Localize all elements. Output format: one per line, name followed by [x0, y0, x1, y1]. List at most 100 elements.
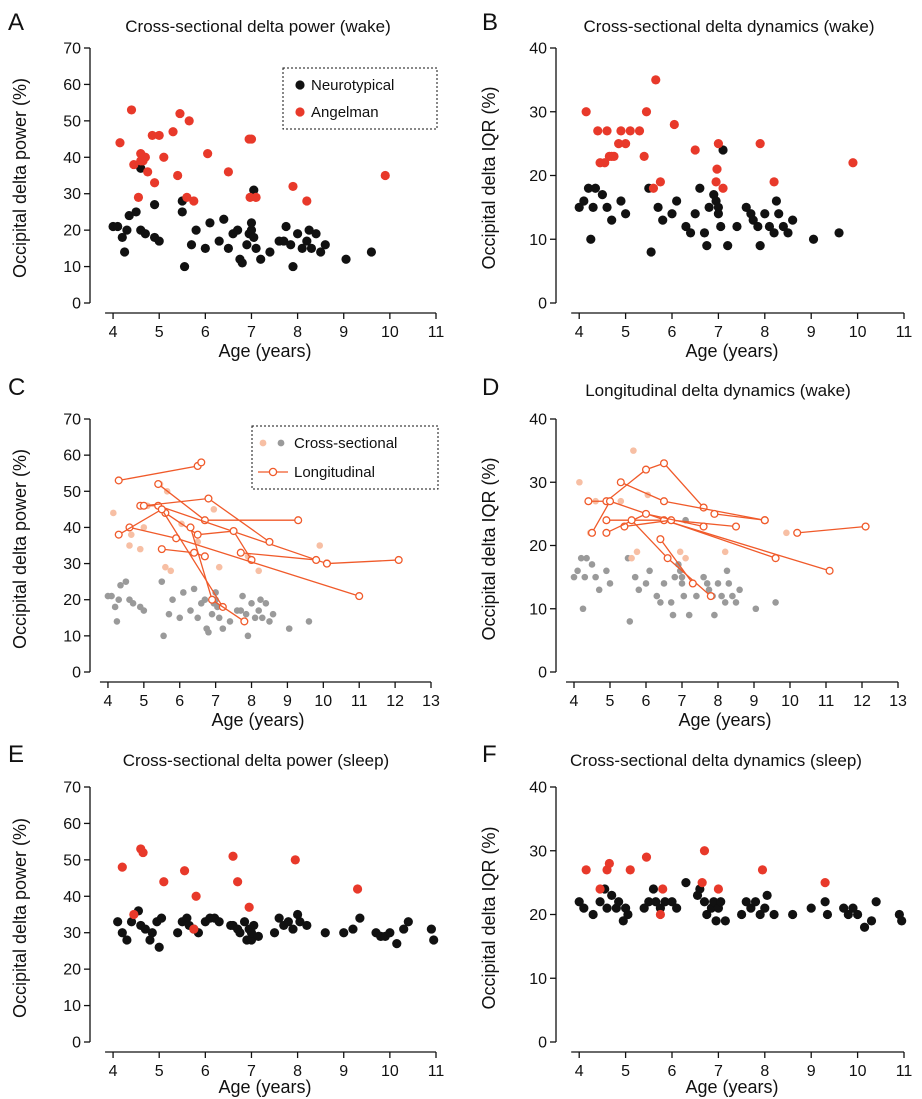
angelman-point	[651, 75, 661, 85]
neurotypical-point	[871, 897, 881, 907]
cross-sectional-point	[255, 607, 263, 614]
cross-sectional-point	[721, 599, 729, 606]
cross-sectional-angelman-point	[162, 563, 169, 571]
x-tick-label: 4	[103, 693, 112, 710]
angelman-point	[136, 149, 146, 159]
cross-sectional-point	[660, 580, 668, 587]
legend-marker-longitudinal	[268, 467, 278, 477]
panel-c-marks	[104, 458, 403, 640]
neurotypical-point	[760, 209, 770, 219]
cross-sectional-point	[122, 578, 130, 585]
neurotypical-point	[235, 928, 245, 938]
x-tick-label: 11	[428, 324, 445, 341]
angelman-point	[115, 138, 125, 148]
neurotypical-point	[279, 236, 289, 246]
neurotypical-point	[755, 241, 765, 251]
panel-d: D Longitudinal delta dynamics (wake) Occ…	[479, 374, 907, 730]
neurotypical-point	[897, 916, 907, 926]
neurotypical-point	[237, 258, 247, 268]
cross-sectional-point	[205, 628, 212, 636]
neurotypical-point	[355, 913, 365, 923]
panel-e-axes: 0 10 20 30 40 50 60 70 4 5 6 7 8 9 10 11	[63, 780, 444, 1081]
panel-letter-c: C	[8, 374, 25, 401]
longitudinal-point	[236, 548, 245, 557]
angelman-point	[126, 105, 137, 115]
neurotypical-point	[618, 916, 628, 926]
x-tick-label: 5	[621, 1063, 630, 1080]
neurotypical-point	[140, 924, 150, 934]
panel-f: F Cross-sectional delta dynamics (sleep)…	[479, 741, 912, 1097]
neurotypical-point	[186, 240, 197, 250]
cross-sectional-point	[588, 561, 596, 568]
angelman-point	[655, 177, 666, 187]
angelman-point	[621, 139, 631, 149]
cross-sectional-angelman-point	[126, 542, 133, 549]
neurotypical-point	[623, 909, 633, 920]
angelman-point	[129, 909, 139, 920]
cross-sectional-point	[570, 573, 578, 581]
neurotypical-point	[746, 903, 756, 913]
cross-sectional-point	[129, 600, 137, 607]
longitudinal-point	[605, 497, 615, 506]
neurotypical-point	[822, 909, 833, 920]
x-tick-label: 5	[621, 324, 630, 341]
panel-a-legend: Neurotypical Angelman	[282, 67, 438, 130]
legend-label-longitudinal: Longitudinal	[294, 464, 375, 481]
angelman-point	[143, 167, 153, 177]
neurotypical-point	[769, 909, 779, 920]
cross-sectional-point	[669, 611, 677, 619]
cross-sectional-point	[237, 607, 245, 614]
y-tick-label: 0	[538, 665, 547, 682]
cross-sectional-point	[194, 614, 201, 622]
longitudinal-point	[641, 509, 651, 518]
y-tick-label: 30	[63, 925, 81, 942]
x-tick-label: 10	[314, 693, 332, 710]
cross-sectional-point	[592, 573, 599, 581]
angelman-point	[179, 866, 190, 876]
x-tick-label: 7	[714, 324, 723, 341]
neurotypical-point	[339, 928, 349, 938]
neurotypical-point	[702, 909, 712, 920]
neurotypical-point	[191, 225, 201, 235]
angelman-point	[699, 846, 710, 856]
cross-sectional-point	[581, 573, 589, 581]
neurotypical-point	[295, 917, 305, 927]
angelman-point	[820, 878, 830, 888]
neurotypical-point	[117, 232, 127, 243]
cross-sectional-point	[574, 567, 581, 575]
neurotypical-point	[655, 903, 666, 913]
panel-a: A Cross-sectional delta power (wake) Occ…	[8, 9, 444, 361]
neurotypical-point	[385, 928, 395, 938]
y-tick-label: 0	[538, 1035, 547, 1052]
neurotypical-point	[154, 236, 164, 246]
neurotypical-point	[246, 928, 257, 938]
y-tick-label: 10	[63, 259, 81, 276]
neurotypical-point	[839, 903, 849, 913]
y-tick-label: 50	[63, 852, 81, 869]
angelman-point	[191, 891, 201, 901]
angelman-point	[713, 884, 724, 894]
x-tick-label: 5	[155, 1063, 164, 1080]
neurotypical-point	[239, 917, 250, 927]
x-tick-label: 8	[760, 1063, 769, 1080]
legend-label-cross-sectional: Cross-sectional	[294, 435, 397, 452]
panel-d-marks	[570, 447, 870, 625]
x-tick-label: 5	[155, 324, 164, 341]
angelman-point	[718, 183, 728, 193]
neurotypical-point	[579, 196, 589, 206]
neurotypical-point	[753, 221, 763, 232]
neurotypical-point	[297, 243, 307, 253]
angelman-point	[713, 139, 724, 149]
neurotypical-point	[820, 897, 830, 907]
neurotypical-point	[147, 928, 157, 938]
legend-box	[282, 67, 438, 130]
cross-sectional-angelman-point	[628, 554, 635, 562]
angelman-point	[189, 924, 199, 934]
longitudinal-line	[118, 461, 202, 482]
neurotypical-point	[320, 240, 330, 250]
x-tick-label: 12	[386, 693, 404, 710]
neurotypical-point	[699, 897, 710, 907]
neurotypical-point	[579, 903, 589, 913]
longitudinal-point	[602, 528, 611, 537]
longitudinal-point	[312, 555, 321, 565]
